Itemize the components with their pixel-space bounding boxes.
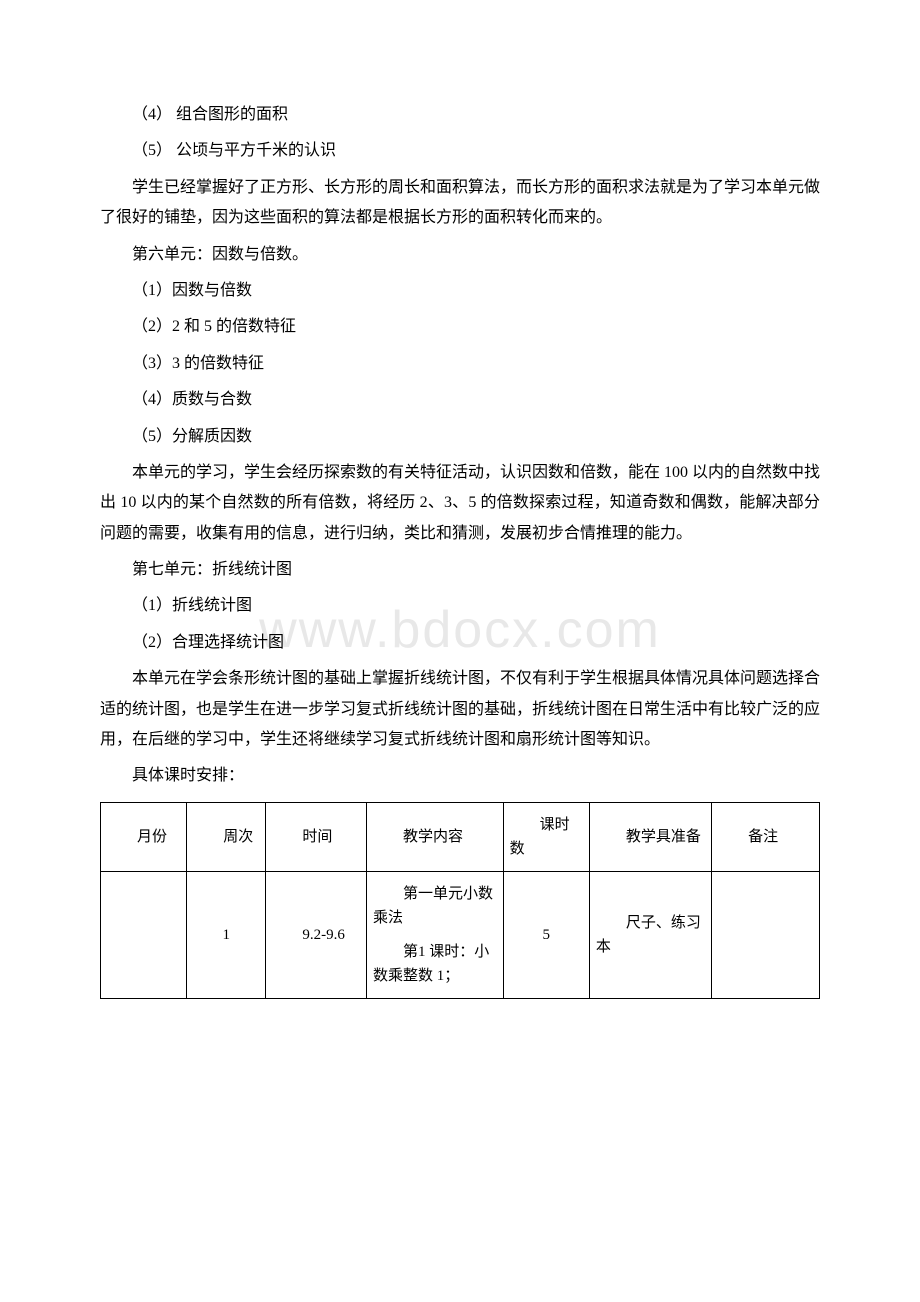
header-content: 教学内容 [367,802,504,871]
unit6-heading: 第六单元：因数与倍数。 [100,240,820,270]
paragraph-unit7-summary: 本单元在学会条形统计图的基础上掌握折线统计图，不仅有利于学生根据具体情况具体问题… [100,664,820,755]
cell-time: 9.2-9.6 [266,871,367,998]
list-item-5: （5） 公顷与平方千米的认识 [100,136,820,166]
paragraph-unit5-summary: 学生已经掌握好了正方形、长方形的周长和面积算法，而长方形的面积求法就是为了学习本… [100,173,820,234]
unit6-item-1: （1）因数与倍数 [100,276,820,306]
unit6-item-5: （5）分解质因数 [100,422,820,452]
unit7-item-1: （1）折线统计图 [100,591,820,621]
unit6-item-4: （4）质数与合数 [100,385,820,415]
header-materials: 教学具准备 [589,802,711,871]
table-row: 1 9.2-9.6 第一单元小数乘法 第1 课时：小数乘整数 1； 5 尺子、练… [101,871,820,998]
header-time: 时间 [266,802,367,871]
cell-notes [712,871,820,998]
cell-content-teaching: 第一单元小数乘法 第1 课时：小数乘整数 1； [367,871,504,998]
unit6-item-3: （3）3 的倍数特征 [100,349,820,379]
paragraph-unit6-summary: 本单元的学习，学生会经历探索数的有关特征活动，认识因数和倍数，能在 100 以内… [100,458,820,549]
table-header-row: 月份 周次 时间 教学内容 课时数 教学具准备 备注 [101,802,820,871]
header-notes: 备注 [712,802,820,871]
cell-materials: 尺子、练习本 [589,871,711,998]
header-hours: 课时数 [503,802,589,871]
header-week: 周次 [187,802,266,871]
unit6-item-2: （2）2 和 5 的倍数特征 [100,312,820,342]
schedule-table: 月份 周次 时间 教学内容 课时数 教学具准备 备注 1 9.2-9.6 第一单… [100,802,820,999]
cell-week: 1 [187,871,266,998]
cell-month [101,871,187,998]
schedule-heading: 具体课时安排： [100,761,820,791]
document-content: （4） 组合图形的面积 （5） 公顷与平方千米的认识 学生已经掌握好了正方形、长… [100,100,820,999]
list-item-4: （4） 组合图形的面积 [100,100,820,130]
cell-hours: 5 [503,871,589,998]
header-month: 月份 [101,802,187,871]
unit7-heading: 第七单元：折线统计图 [100,555,820,585]
unit7-item-2: （2）合理选择统计图 [100,628,820,658]
